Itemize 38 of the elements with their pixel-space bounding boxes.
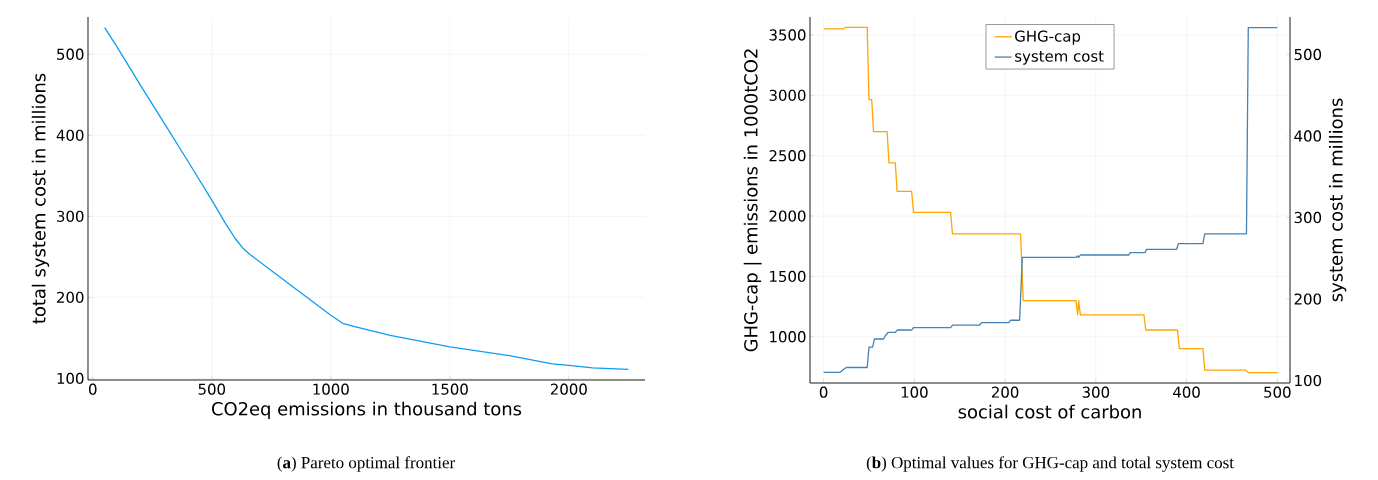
y-axis-title: total system cost in millions (31, 73, 50, 324)
legend-label: GHG-cap (1015, 30, 1081, 45)
y-tick-label: 3500 (769, 29, 806, 41)
legend-label: system cost (1015, 51, 1104, 65)
y-tick-label: 400 (56, 129, 84, 141)
y2-tick-label: 500 (1294, 48, 1322, 61)
x-axis-title: social cost of carbon (958, 404, 1141, 419)
y2-tick-label: 200 (1294, 293, 1322, 305)
y-tick-label: 2000 (769, 210, 806, 222)
y-tick-label: 1000 (770, 331, 806, 343)
x-tick-label: 500 (198, 383, 226, 395)
x-tick-label: 500 (1264, 386, 1291, 398)
text: (b) Optimal values for GHG-cap and total system cost (866, 456, 1234, 472)
y-tick-label: 200 (57, 291, 84, 304)
y-tick-label: 3000 (769, 89, 806, 101)
y2-tick-label: 300 (1294, 211, 1322, 224)
y-tick-label: 300 (57, 210, 84, 222)
y2-tick-label: 400 (1294, 130, 1322, 142)
y-tick-label: 500 (57, 48, 84, 60)
y-tick-label: 1500 (770, 270, 806, 283)
line-series (822, 26, 1278, 374)
x-axis-title: CO2eq emissions in thousand tons (212, 401, 522, 420)
x-tick-label: 1500 (432, 383, 468, 395)
x-tick-label: 400 (1173, 386, 1200, 398)
x-tick-label: 0 (819, 386, 828, 398)
y-tick-label: 2500 (769, 150, 806, 162)
x-tick-label: 200 (991, 386, 1019, 398)
y2-axis-title: system cost in millions (1328, 98, 1347, 302)
x-tick-label: 2000 (550, 383, 587, 395)
y-axis-title: GHG-cap | emissions in 1000tCO2 (743, 49, 762, 352)
x-tick-label: 300 (1082, 386, 1110, 398)
text: (a) Pareto optimal frontier (277, 456, 455, 472)
x-tick-label: 1000 (313, 383, 349, 395)
y2-tick-label: 100 (1295, 374, 1322, 387)
line-series (104, 26, 629, 371)
x-tick-label: 100 (901, 386, 928, 398)
y-tick-label: 100 (57, 372, 84, 385)
x-tick-label: 0 (88, 383, 97, 395)
